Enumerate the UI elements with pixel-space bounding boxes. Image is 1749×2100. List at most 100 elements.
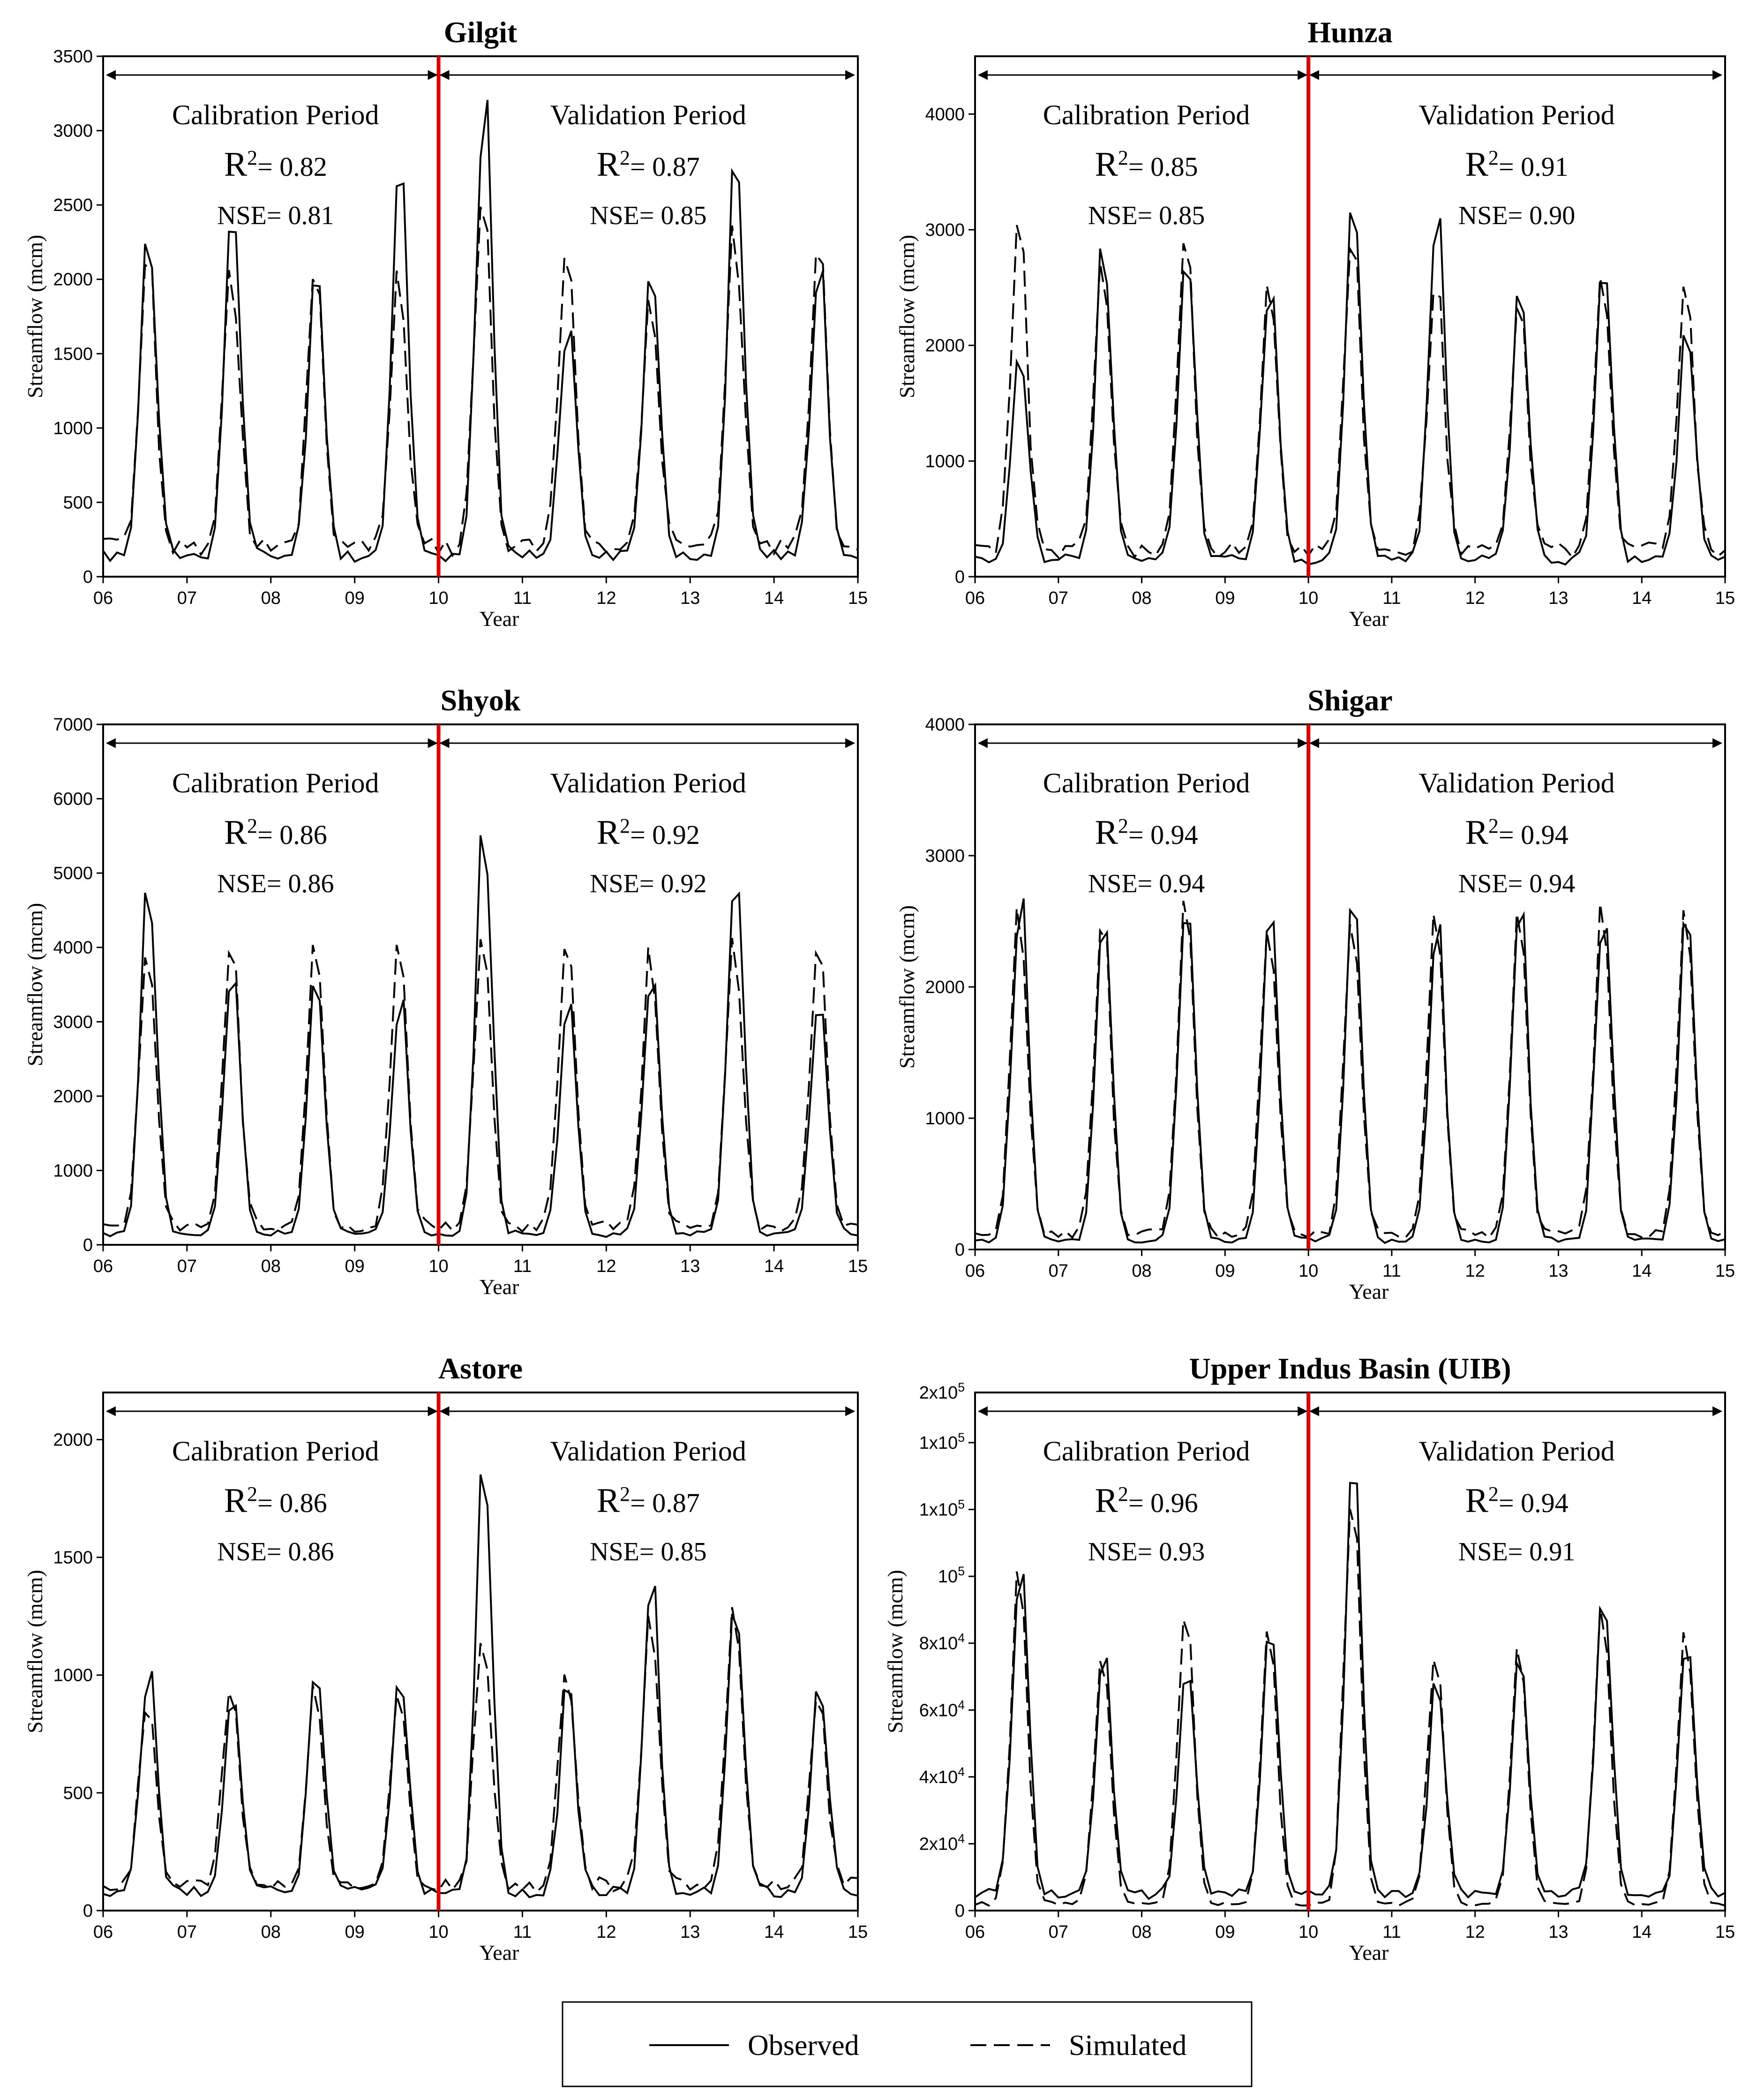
x-tick-label: 07 <box>177 1257 197 1276</box>
x-tick-label: 15 <box>848 1922 868 1942</box>
y-tick-label: 500 <box>63 1784 93 1803</box>
validation-r2-stat: R2= 0.91 <box>1465 145 1569 184</box>
validation-period-label: Validation Period <box>550 768 746 798</box>
validation-r2-stat: R2= 0.94 <box>1465 813 1569 852</box>
y-tick-label: 1000 <box>925 452 965 471</box>
simulated-series-line <box>975 1509 1726 1907</box>
y-tick-label: 8x104 <box>919 1631 965 1654</box>
y-tick-label: 2x105 <box>919 1380 965 1403</box>
x-tick-label: 11 <box>513 1257 532 1276</box>
x-tick-label: 06 <box>93 588 113 608</box>
chart-title: Upper Indus Basin (UIB) <box>1189 1352 1511 1385</box>
y-tick-label: 3000 <box>53 1012 93 1032</box>
x-tick-label: 10 <box>428 588 448 608</box>
observed-series-line <box>103 835 858 1238</box>
chart-title: Shigar <box>1307 684 1392 717</box>
x-tick-label: 06 <box>965 588 985 608</box>
chart-title: Hunza <box>1307 15 1392 49</box>
x-tick-label: 07 <box>1049 1922 1068 1942</box>
x-tick-label: 06 <box>965 1261 985 1281</box>
y-tick-label: 1000 <box>53 1666 93 1686</box>
x-tick-label: 11 <box>513 1922 532 1942</box>
x-tick-label: 11 <box>1382 1261 1401 1281</box>
y-tick-label: 7000 <box>53 715 93 735</box>
validation-r2-stat: R2= 0.94 <box>1465 1482 1569 1520</box>
calibration-r2-stat: R2= 0.86 <box>224 1482 327 1520</box>
x-axis-label: Year <box>480 1275 519 1299</box>
x-tick-label: 15 <box>1715 1261 1735 1281</box>
x-tick-label: 08 <box>1132 1922 1151 1942</box>
calibration-r2-stat: R2= 0.86 <box>224 813 327 852</box>
y-tick-label: 3000 <box>925 846 965 866</box>
x-tick-label: 07 <box>1049 588 1068 608</box>
x-tick-label: 12 <box>596 1922 616 1942</box>
validation-r2-stat: R2= 0.87 <box>597 1482 700 1520</box>
plot-frame <box>102 55 859 578</box>
x-tick-label: 15 <box>1715 588 1735 608</box>
chart-title: Astore <box>438 1352 523 1385</box>
chart-panel-3: Shyok 06 07 08 09 10 11 12 13 14 15 Year 0 1000 2000 30… <box>23 684 868 1299</box>
x-tick-label: 08 <box>261 588 281 608</box>
plot-frame <box>974 1392 1726 1912</box>
validation-period-label: Validation Period <box>550 1436 746 1467</box>
x-tick-label: 07 <box>177 1922 197 1942</box>
chart-panel-6: Upper Indus Basin (UIB) 06 07 08 09 10 11 12 13 1… <box>883 1352 1735 1965</box>
x-tick-label: 09 <box>345 1922 365 1942</box>
x-tick-label: 14 <box>764 1922 784 1942</box>
legend: Observed Simulated <box>562 2001 1253 2087</box>
y-tick-label: 6000 <box>53 790 93 809</box>
calibration-nse-stat: NSE= 0.93 <box>1088 1537 1205 1566</box>
validation-period-label: Validation Period <box>1419 1436 1614 1467</box>
calibration-period-label: Calibration Period <box>172 99 379 130</box>
simulated-series-line <box>975 225 1726 559</box>
chart-title: Gilgit <box>444 15 518 49</box>
x-tick-label: 13 <box>1548 1922 1568 1942</box>
x-tick-label: 09 <box>1215 1922 1235 1942</box>
chart-panel-5: Astore 06 07 08 09 10 11 12 13 14 15 Year 0 500 1000 15… <box>23 1352 868 1965</box>
validation-nse-stat: NSE= 0.85 <box>590 201 706 230</box>
y-tick-label: 1000 <box>53 419 93 438</box>
validation-nse-stat: NSE= 0.85 <box>590 1537 706 1566</box>
x-tick-label: 15 <box>848 588 868 608</box>
x-tick-label: 11 <box>1382 588 1401 608</box>
y-tick-label: 1000 <box>53 1161 93 1181</box>
x-axis-label: Year <box>480 607 519 631</box>
y-tick-label: 4000 <box>53 938 93 958</box>
validation-period-label: Validation Period <box>550 99 746 130</box>
x-tick-label: 13 <box>1548 588 1568 608</box>
y-tick-label: 0 <box>83 1901 93 1921</box>
calibration-period-label: Calibration Period <box>172 768 379 798</box>
validation-r2-stat: R2= 0.92 <box>597 813 700 852</box>
calibration-r2-stat: R2= 0.96 <box>1095 1482 1198 1520</box>
calibration-period-label: Calibration Period <box>1043 1436 1250 1467</box>
plot-frame <box>102 1392 859 1912</box>
x-tick-label: 12 <box>1465 588 1485 608</box>
y-axis-label: Streamflow (mcm) <box>23 235 47 399</box>
x-tick-label: 10 <box>428 1257 448 1276</box>
x-tick-label: 13 <box>680 1922 700 1942</box>
x-tick-label: 07 <box>1049 1261 1068 1281</box>
x-tick-label: 08 <box>1132 1261 1151 1281</box>
y-tick-label: 2000 <box>53 1087 93 1106</box>
y-tick-label: 105 <box>938 1564 965 1587</box>
x-tick-label: 09 <box>345 1257 365 1276</box>
x-tick-label: 09 <box>345 588 365 608</box>
x-axis-label: Year <box>1349 607 1389 631</box>
x-tick-label: 13 <box>680 1257 700 1276</box>
x-tick-label: 09 <box>1215 588 1235 608</box>
observed-series-line <box>974 1482 1726 1900</box>
x-tick-label: 08 <box>261 1257 281 1276</box>
x-tick-label: 08 <box>261 1922 281 1942</box>
x-tick-label: 12 <box>1465 1261 1485 1281</box>
calibration-period-label: Calibration Period <box>1043 768 1250 798</box>
x-tick-label: 13 <box>680 588 700 608</box>
y-axis-label: Streamflow (mcm) <box>883 1570 907 1733</box>
chart-title: Shyok <box>441 684 521 717</box>
y-tick-label: 0 <box>83 1235 93 1255</box>
y-tick-label: 0 <box>955 1240 965 1260</box>
legend-simulated-label: Simulated <box>1069 2030 1186 2062</box>
calibration-nse-stat: NSE= 0.86 <box>217 1537 334 1566</box>
calibration-period-label: Calibration Period <box>172 1436 379 1467</box>
x-tick-label: 12 <box>1465 1922 1485 1942</box>
x-axis-label: Year <box>1349 1280 1389 1303</box>
